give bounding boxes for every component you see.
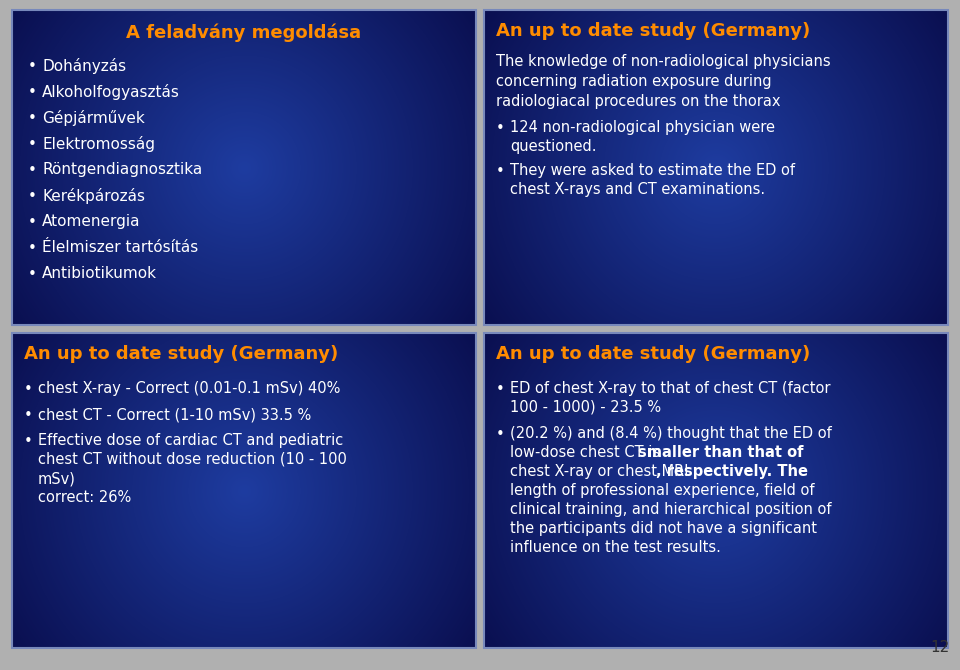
- Text: A feladvány megoldása: A feladvány megoldása: [127, 24, 362, 42]
- Bar: [12, 10, 476, 325]
- Text: •: •: [28, 163, 36, 178]
- Text: 12: 12: [931, 640, 950, 655]
- Text: •: •: [24, 434, 33, 449]
- Text: •: •: [28, 59, 36, 74]
- Text: Dohányzás: Dohányzás: [42, 58, 126, 74]
- Text: •: •: [495, 382, 504, 397]
- Text: •: •: [495, 121, 504, 136]
- Text: influence on the test results.: influence on the test results.: [510, 540, 721, 555]
- Bar: [12, 333, 476, 648]
- Text: questioned.: questioned.: [510, 139, 596, 154]
- Bar: [484, 10, 948, 325]
- Text: mSv): mSv): [38, 471, 76, 486]
- Text: 124 non-radiological physician were: 124 non-radiological physician were: [510, 120, 775, 135]
- Text: An up to date study (Germany): An up to date study (Germany): [496, 345, 810, 363]
- Text: Gépjárművek: Gépjárművek: [42, 110, 145, 126]
- Text: chest X-ray - Correct (0.01-0.1 mSv) 40%: chest X-ray - Correct (0.01-0.1 mSv) 40%: [38, 381, 341, 396]
- Text: Effective dose of cardiac CT and pediatric: Effective dose of cardiac CT and pediatr…: [38, 433, 344, 448]
- Text: Elektromosság: Elektromosság: [42, 136, 155, 152]
- Text: •: •: [28, 189, 36, 204]
- Text: ED of chest X-ray to that of chest CT (factor: ED of chest X-ray to that of chest CT (f…: [510, 381, 830, 396]
- Text: Atomenergia: Atomenergia: [42, 214, 140, 229]
- Text: (20.2 %) and (8.4 %) thought that the ED of: (20.2 %) and (8.4 %) thought that the ED…: [510, 426, 831, 441]
- Text: low-dose chest CT is: low-dose chest CT is: [510, 445, 664, 460]
- Text: The knowledge of non-radiological physicians: The knowledge of non-radiological physic…: [496, 54, 830, 69]
- Text: Antibiotikumok: Antibiotikumok: [42, 266, 157, 281]
- Text: •: •: [24, 408, 33, 423]
- Text: concerning radiation exposure during: concerning radiation exposure during: [496, 74, 772, 89]
- Text: Kerékpározás: Kerékpározás: [42, 188, 145, 204]
- Text: Élelmiszer tartósítás: Élelmiszer tartósítás: [42, 240, 199, 255]
- Text: •: •: [28, 215, 36, 230]
- Text: An up to date study (Germany): An up to date study (Germany): [24, 345, 338, 363]
- Text: •: •: [28, 241, 36, 256]
- Text: They were asked to estimate the ED of: They were asked to estimate the ED of: [510, 163, 795, 178]
- Text: smaller than that of: smaller than that of: [637, 445, 804, 460]
- Text: correct: 26%: correct: 26%: [38, 490, 132, 505]
- Text: , respectively. The: , respectively. The: [657, 464, 808, 479]
- Text: •: •: [24, 382, 33, 397]
- Text: Alkoholfogyasztás: Alkoholfogyasztás: [42, 84, 180, 100]
- Text: •: •: [28, 137, 36, 152]
- Text: An up to date study (Germany): An up to date study (Germany): [496, 22, 810, 40]
- Text: chest CT without dose reduction (10 - 100: chest CT without dose reduction (10 - 10…: [38, 452, 347, 467]
- Text: 100 - 1000) - 23.5 %: 100 - 1000) - 23.5 %: [510, 400, 661, 415]
- Text: chest CT - Correct (1-10 mSv) 33.5 %: chest CT - Correct (1-10 mSv) 33.5 %: [38, 407, 311, 422]
- Text: Röntgendiagnosztika: Röntgendiagnosztika: [42, 162, 203, 177]
- Text: the participants did not have a significant: the participants did not have a signific…: [510, 521, 817, 536]
- Text: chest X-rays and CT examinations.: chest X-rays and CT examinations.: [510, 182, 765, 197]
- Text: clinical training, and hierarchical position of: clinical training, and hierarchical posi…: [510, 502, 831, 517]
- Text: radiologiacal procedures on the thorax: radiologiacal procedures on the thorax: [496, 94, 780, 109]
- Text: •: •: [28, 85, 36, 100]
- Text: •: •: [495, 427, 504, 442]
- Text: •: •: [28, 111, 36, 126]
- Text: chest X-ray or chest MRI: chest X-ray or chest MRI: [510, 464, 688, 479]
- Bar: [484, 333, 948, 648]
- Text: •: •: [28, 267, 36, 282]
- Text: length of professional experience, field of: length of professional experience, field…: [510, 483, 814, 498]
- Text: •: •: [495, 164, 504, 179]
